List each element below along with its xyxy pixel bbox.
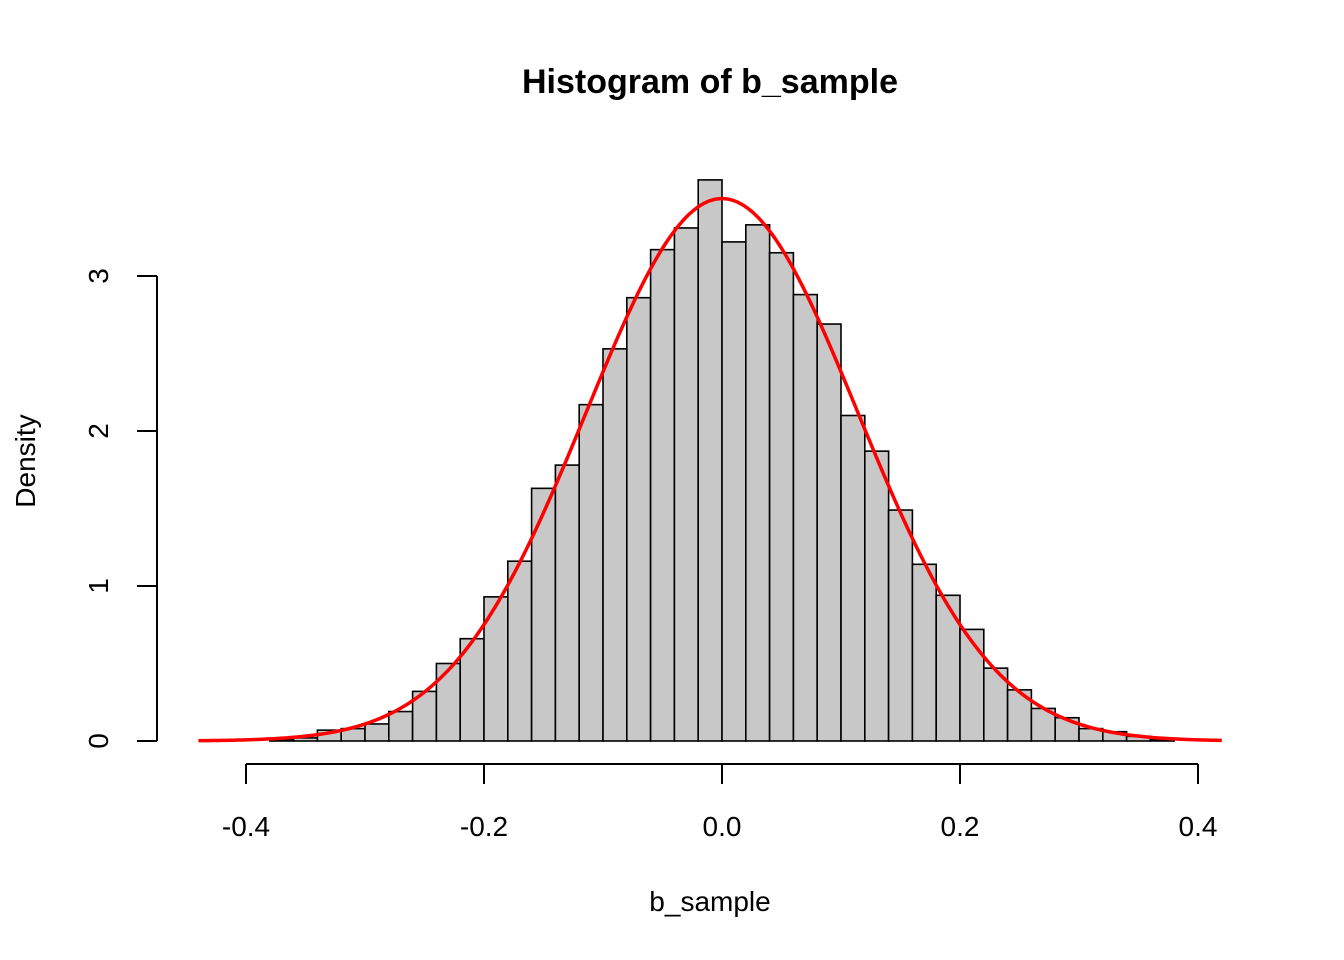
x-tick-label: 0.4: [1179, 811, 1218, 842]
histogram-bar: [959, 628, 985, 742]
y-tick-label: 3: [83, 268, 114, 284]
histogram-bar: [435, 662, 461, 742]
y-axis: 0 1 2 3: [83, 268, 158, 749]
histogram-bar: [816, 323, 842, 742]
histogram-bar: [506, 560, 533, 742]
x-tick-label: -0.2: [460, 811, 508, 842]
chart-title: Histogram of b_sample: [522, 63, 898, 101]
histogram-bar: [602, 348, 628, 742]
histogram-bar: [887, 509, 914, 742]
y-axis-label: Density: [10, 414, 41, 507]
histogram-bar: [721, 241, 747, 742]
y-tick-label: 2: [83, 423, 114, 439]
histogram-bar: [387, 710, 414, 742]
histogram-bar: [530, 487, 557, 742]
histogram-bar: [744, 224, 771, 742]
histogram-bar: [649, 248, 676, 742]
x-axis: -0.4 -0.2 0.0 0.2 0.4: [222, 763, 1218, 842]
histogram-bar: [697, 179, 723, 742]
y-tick-label: 1: [83, 578, 114, 594]
histogram-bar: [792, 293, 819, 742]
density-curve: [198, 196, 1222, 743]
histogram-bar: [673, 227, 700, 742]
histogram-bar: [625, 296, 652, 742]
histogram-bar: [840, 414, 866, 742]
x-tick-label: 0.2: [941, 811, 980, 842]
histogram-bars: [268, 179, 1176, 742]
histogram-bar: [911, 563, 938, 742]
histogram-bar: [578, 403, 604, 742]
histogram-bar: [768, 251, 795, 742]
x-tick-label: 0.0: [703, 811, 742, 842]
y-tick-label: 0: [83, 733, 114, 749]
histogram-bar: [554, 464, 581, 742]
histogram-bar: [863, 450, 890, 742]
x-axis-label: b_sample: [649, 886, 770, 917]
x-tick-label: -0.4: [222, 811, 270, 842]
histogram-bar: [364, 723, 390, 742]
